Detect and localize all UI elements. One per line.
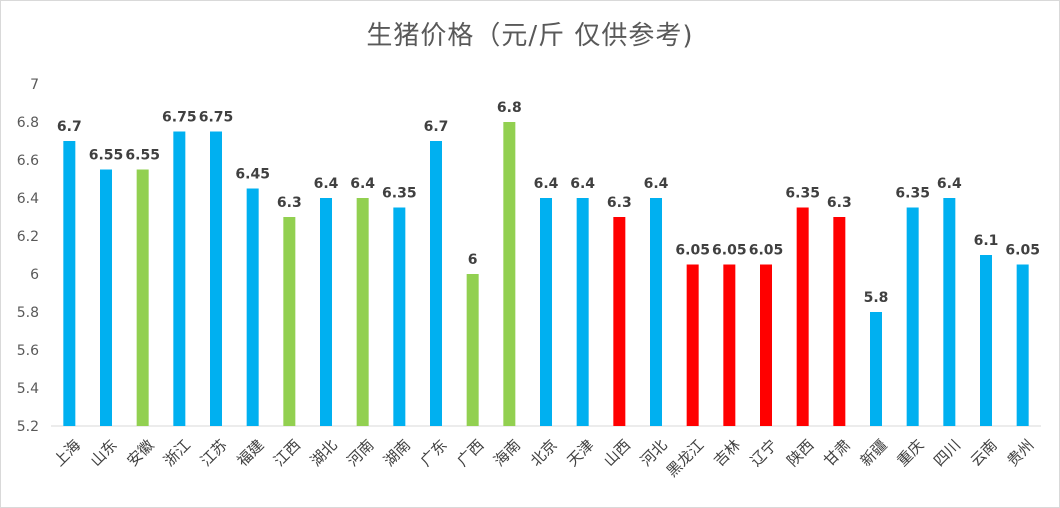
data-label: 6.7 [57,119,82,135]
x-axis: 上海 山东 安徽 浙江 江苏 福建 江西 湖北 河南 湖南 广东 广西 海南 北京 天津 山西 河北黑龙江 吉林辽… [50,436,1037,481]
x-tick-label: 广东 [417,436,451,470]
data-label: 6.3 [607,195,632,211]
data-label: 6.75 [199,110,234,126]
bar [1016,264,1029,426]
data-label: 6.3 [827,195,852,211]
bar [210,131,222,426]
y-tick-label: 6.4 [17,191,39,207]
data-label: 6.4 [937,176,962,192]
x-tick-label: 海南 [490,436,524,470]
data-label: 6.4 [534,176,559,192]
data-label: 6.55 [125,148,160,164]
data-label: 6.05 [712,243,747,259]
x-tick-label: 湖北 [307,436,341,470]
bar [723,264,736,426]
data-label: 6.3 [277,195,302,211]
x-tick-label: 广西 [453,436,487,470]
data-label: 6.35 [382,186,417,202]
bar [503,122,516,426]
bar [136,169,149,426]
x-tick-label: 陕西 [783,436,817,470]
data-label: 6 [468,252,478,268]
data-label: 6.4 [570,176,595,192]
data-label: 6.4 [350,176,375,192]
x-tick-label: 江西 [270,436,304,470]
bar [686,264,699,426]
bar [796,207,809,426]
y-tick-label: 7 [30,77,39,93]
x-tick-label: 河南 [343,436,377,470]
x-tick-label: 山东 [87,436,121,470]
x-tick-label: 重庆 [893,436,927,470]
bar [870,312,882,426]
x-tick-label: 黑龙江 [663,436,708,481]
bars-group [63,122,1029,426]
data-label: 6.4 [644,176,669,192]
bar [356,198,369,426]
x-tick-label: 云南 [967,436,1001,470]
x-tick-label: 浙江 [160,436,194,470]
bar [906,207,919,426]
data-label: 5.8 [864,290,889,306]
bar [980,255,992,426]
data-label: 6.4 [314,176,339,192]
bar [246,188,259,426]
x-tick-label: 湖南 [380,436,414,470]
bar [320,198,332,426]
x-tick-label: 辽宁 [747,436,781,470]
x-tick-label: 四川 [930,436,964,470]
x-tick-label: 甘肃 [820,436,854,470]
x-tick-label: 吉林 [710,436,744,470]
x-tick-label: 山西 [600,436,634,470]
bar [576,198,589,426]
data-label: 6.35 [785,186,820,202]
data-label: 6.05 [1005,243,1040,259]
bar [100,169,112,426]
y-tick-label: 5.8 [17,305,39,321]
data-label: 6.35 [895,186,930,202]
data-label: 6.55 [89,148,124,164]
bar [540,198,552,426]
data-label: 6.05 [749,243,784,259]
chart-title: 生猪价格（元/斤 仅供参考) [366,21,694,51]
data-labels-group: 6.7 6.55 6.55 6.75 6.75 6.45 6.3 6.4 6.4 6.35 6.7 6… [57,100,1040,306]
data-label: 6.1 [974,233,999,249]
y-axis: 5.2 5.4 5.6 5.8 6 6.2 6.4 6.6 6.8 7 [17,77,39,435]
bar [430,141,442,426]
bar [173,131,186,426]
x-tick-label: 江苏 [197,436,231,470]
y-tick-label: 6 [30,267,39,283]
bar [283,217,296,426]
bar [760,264,772,426]
x-tick-label: 上海 [50,436,84,470]
bar [63,141,76,426]
y-tick-label: 5.6 [17,343,39,359]
bar [613,217,626,426]
bar [833,217,846,426]
x-tick-label: 新疆 [857,436,891,470]
data-label: 6.45 [235,167,270,183]
x-tick-label: 福建 [233,436,267,470]
x-tick-label: 北京 [527,436,561,470]
y-tick-label: 6.8 [17,115,39,131]
bar [466,274,479,426]
x-tick-label: 天津 [563,436,597,470]
data-label: 6.8 [497,100,522,116]
y-tick-label: 6.6 [17,153,39,169]
data-label: 6.05 [675,243,710,259]
data-label: 6.7 [424,119,449,135]
bar [943,198,956,426]
y-tick-label: 5.4 [17,381,39,397]
bar [650,198,662,426]
bar [393,207,406,426]
x-tick-label: 贵州 [1003,436,1037,470]
x-tick-label: 安徽 [123,436,157,470]
y-tick-label: 6.2 [17,229,39,245]
y-tick-label: 5.2 [17,419,39,435]
data-label: 6.75 [162,110,197,126]
